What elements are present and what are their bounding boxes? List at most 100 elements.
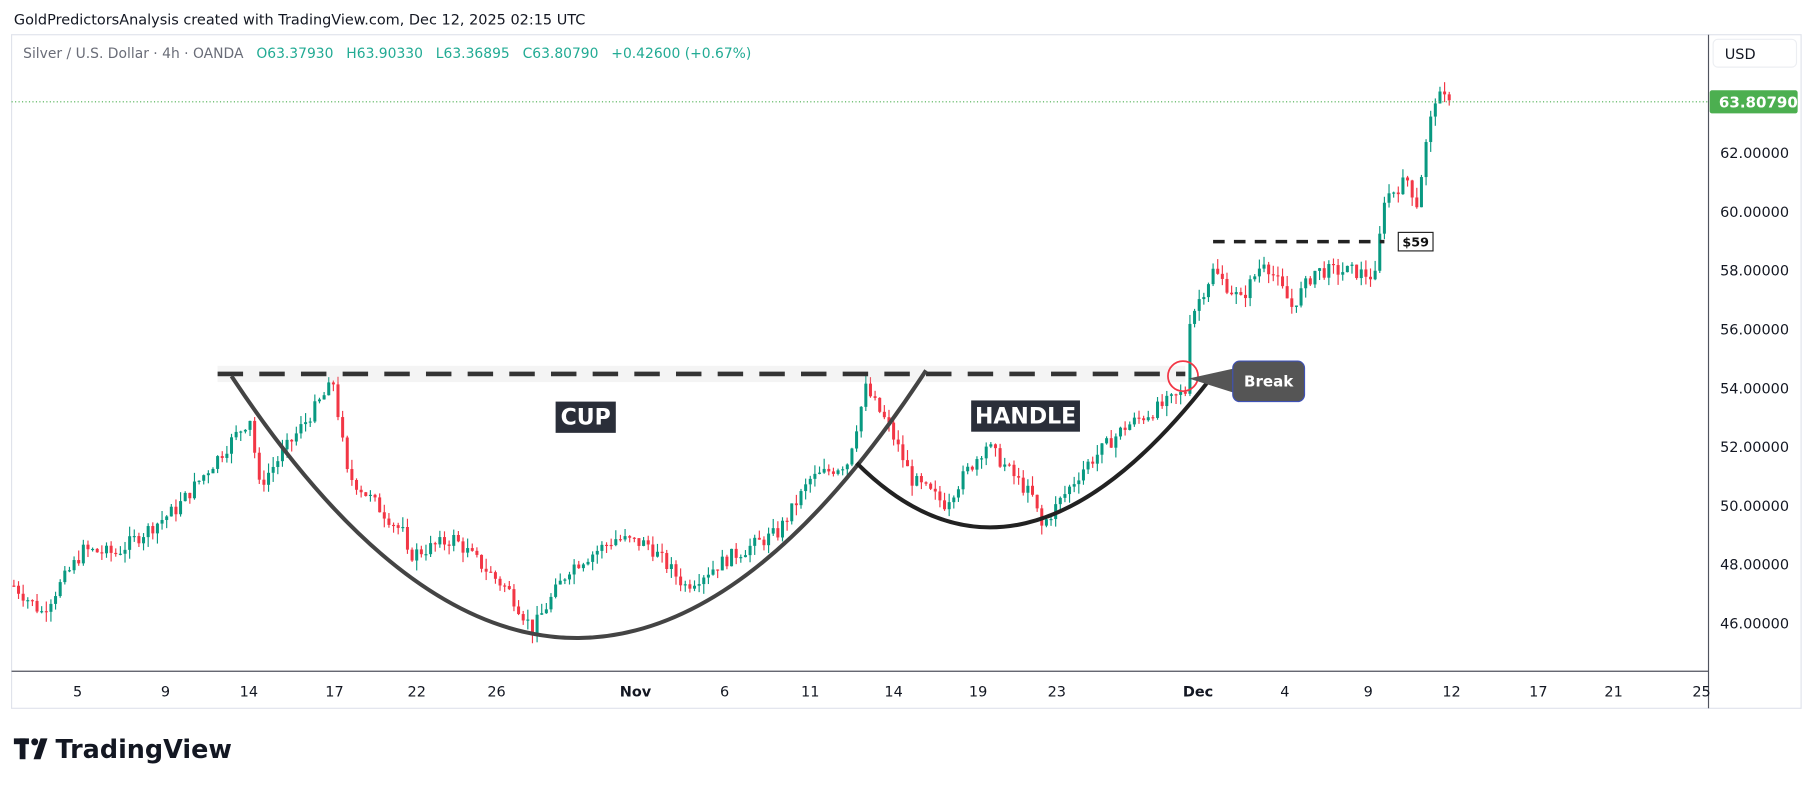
candle-body	[285, 439, 289, 450]
candle-body	[480, 554, 484, 569]
candle-body	[1359, 269, 1363, 279]
candle-body	[915, 476, 919, 486]
candle-body	[841, 469, 845, 471]
time-tick-label: 4	[1280, 685, 1289, 701]
candle-body	[114, 552, 118, 555]
candle-body	[549, 596, 553, 610]
candle-body	[1331, 264, 1335, 266]
candle-body	[1225, 278, 1229, 293]
candle-body	[225, 453, 229, 458]
candle-body	[433, 543, 437, 545]
candle-body	[72, 560, 76, 571]
legend-symbol: Silver / U.S. Dollar · 4h · OANDA	[23, 46, 244, 62]
candle-body	[387, 518, 391, 525]
legend: Silver / U.S. Dollar · 4h · OANDA O63.37…	[23, 42, 751, 63]
candle-body	[350, 469, 354, 481]
time-tick-label: 17	[325, 685, 343, 701]
candle-body	[503, 585, 507, 587]
candle-body	[790, 503, 794, 522]
candle-body	[734, 548, 738, 558]
candle-body	[614, 539, 618, 546]
candle-body	[1081, 469, 1085, 481]
price-tick-label: 60.00000	[1720, 205, 1789, 221]
candle-body	[905, 460, 910, 467]
cup-label: CUP	[561, 406, 611, 431]
candle-body	[748, 545, 752, 556]
candle-body	[1443, 91, 1447, 95]
candle-body	[600, 544, 604, 551]
candle-body	[271, 466, 275, 473]
candle-body	[970, 466, 974, 470]
candle-body	[373, 494, 377, 498]
candle-body	[392, 524, 396, 527]
candle-body	[239, 431, 243, 433]
currency-button[interactable]	[1712, 38, 1798, 68]
candle-body	[1165, 395, 1169, 407]
candle-body	[929, 483, 933, 489]
candle-body	[475, 550, 479, 555]
candle-body	[35, 600, 39, 612]
time-tick-label: 14	[884, 685, 902, 701]
candle-body	[521, 614, 525, 621]
candle-body	[892, 422, 896, 440]
price-axis[interactable]	[1709, 35, 1800, 671]
candle-body	[304, 422, 308, 425]
candle-body	[591, 554, 595, 562]
candle-body	[655, 551, 659, 557]
candle-body	[179, 501, 183, 515]
candle-body	[1216, 268, 1220, 274]
candle-body	[44, 611, 48, 613]
candle-body	[1063, 494, 1067, 498]
handle-label-box	[971, 400, 1080, 432]
candle-body	[910, 466, 914, 486]
candle-body	[637, 538, 641, 546]
candle-body	[1109, 438, 1113, 448]
candle-body	[447, 544, 451, 546]
candle-body	[878, 397, 882, 412]
candle-body	[1396, 192, 1400, 195]
candle-body	[1406, 177, 1410, 181]
chart-frame	[10, 34, 1802, 709]
candle-body	[855, 431, 859, 449]
break-circle	[1167, 360, 1199, 393]
candle-body	[498, 578, 502, 586]
cup-curve[interactable]	[229, 369, 928, 640]
candle-body	[1313, 270, 1317, 285]
candle-body	[1341, 272, 1345, 275]
candle-body	[850, 448, 854, 465]
candle-body	[776, 528, 780, 538]
break-callout-box[interactable]	[1232, 360, 1306, 403]
candle-body	[1345, 265, 1349, 273]
candle-body	[86, 544, 90, 550]
candle-body	[697, 584, 701, 586]
handle-curve[interactable]	[855, 378, 1212, 530]
candle-body	[554, 584, 558, 597]
candle-body	[243, 429, 247, 432]
tradingview-logo[interactable]: TradingView	[13, 735, 232, 765]
candle-body	[711, 569, 715, 575]
candle-body	[785, 520, 789, 522]
candle-body	[1419, 177, 1423, 208]
candle-body	[1017, 476, 1021, 478]
legend-change: +0.42600 (+0.67%)	[611, 46, 751, 62]
candle-body	[160, 519, 164, 524]
candle-body	[1095, 454, 1099, 464]
candle-body	[716, 569, 720, 571]
time-ticks[interactable]: 5 9 14 17 22 26 Nov 6 11 14 19 23 Dec 4 9 12 17 21 25	[73, 685, 1711, 701]
time-tick-label: Dec	[1183, 685, 1213, 701]
candle-body	[1077, 480, 1081, 485]
candle-body	[424, 554, 428, 556]
candle-body	[818, 472, 822, 474]
candle-body	[378, 497, 382, 513]
cup-label-box	[555, 401, 616, 433]
candle-body	[1387, 193, 1391, 203]
candle-body	[780, 520, 784, 538]
candle-body	[12, 585, 16, 587]
candle-body	[873, 396, 877, 398]
candle-body	[1151, 417, 1155, 419]
candle-body	[767, 533, 771, 546]
price-tick-label: 50.00000	[1720, 499, 1789, 515]
time-tick-label: 6	[720, 685, 729, 701]
candle-body	[1058, 497, 1062, 505]
candle-body	[58, 582, 62, 597]
